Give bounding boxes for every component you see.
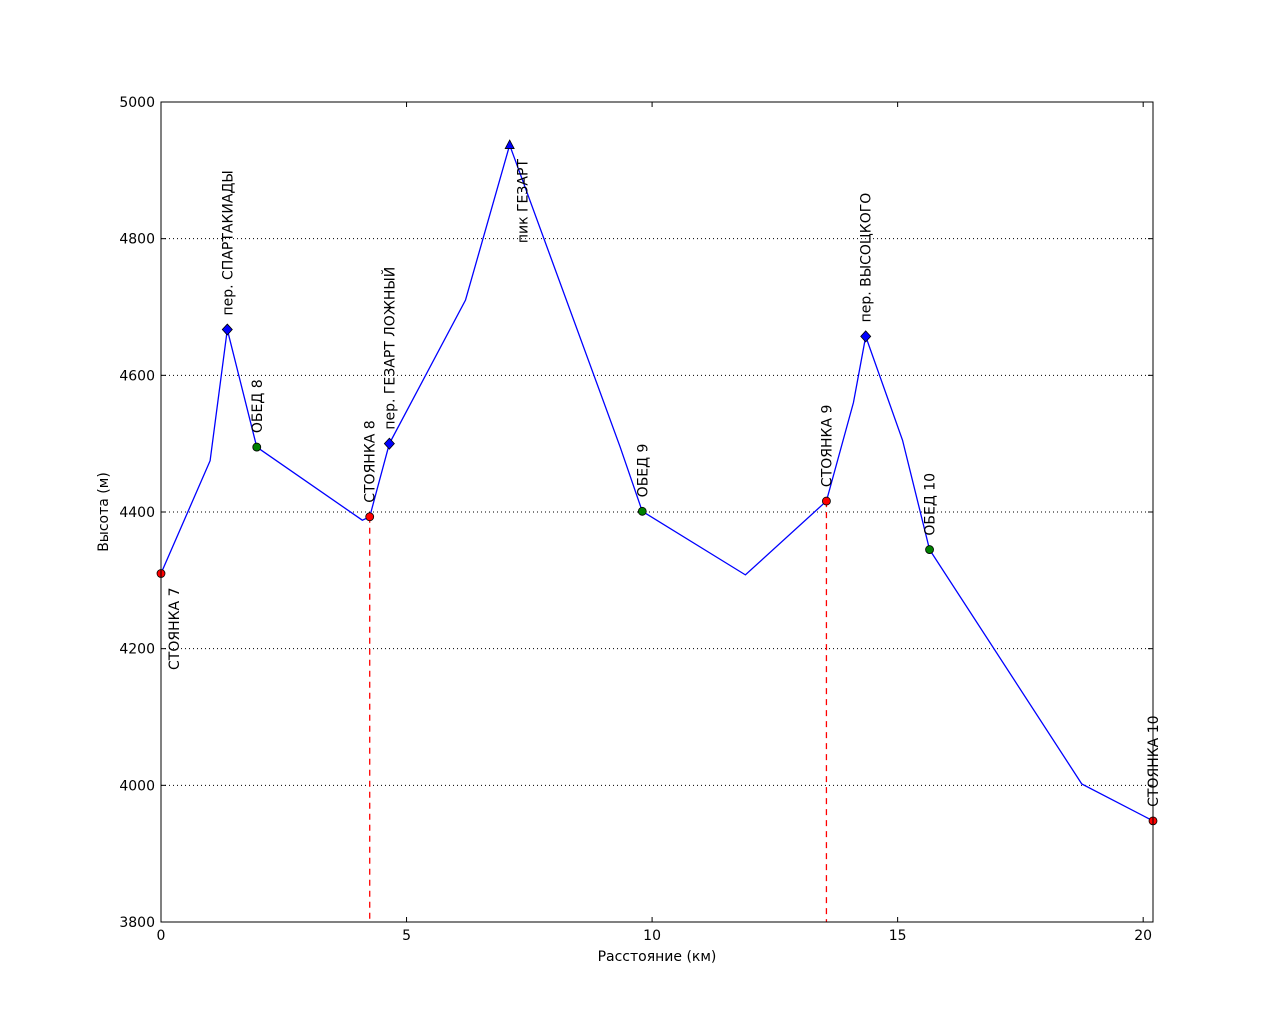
point-markers xyxy=(156,139,1158,826)
y-axis-ticks: 3800 4000 4200 4400 4600 4800 5000 xyxy=(119,95,1153,931)
day-dividers xyxy=(369,501,828,922)
point-label: пик ГЕЗАРТ xyxy=(516,159,532,244)
y-tick-label: 4200 xyxy=(119,642,155,658)
y-tick-label: 3800 xyxy=(119,915,155,931)
point-label: пер. ВЫСОЦКОГО xyxy=(859,193,875,323)
point-label: СТОЯНКА 10 xyxy=(1146,715,1162,806)
point-label: пер. ГЕЗАРТ ЛОЖНЫЙ xyxy=(380,267,398,430)
peak-marker xyxy=(504,139,515,149)
y-axis-label: Высота (м) xyxy=(96,472,112,552)
y-tick-label: 4800 xyxy=(119,232,155,248)
lunch-marker xyxy=(252,442,262,452)
x-axis-ticks: 0 5 10 15 20 xyxy=(157,102,1152,944)
x-tick-label: 15 xyxy=(889,928,907,944)
y-tick-label: 4400 xyxy=(119,505,155,521)
x-tick-label: 5 xyxy=(402,928,411,944)
grid-lines xyxy=(161,238,1153,786)
x-tick-label: 20 xyxy=(1134,928,1152,944)
y-tick-label: 4000 xyxy=(119,778,155,794)
pass-marker xyxy=(383,437,395,450)
x-tick-label: 0 xyxy=(157,928,166,944)
camp-marker xyxy=(822,496,831,506)
lunch-marker xyxy=(637,506,647,516)
x-axis-label: Расстояние (км) xyxy=(598,949,717,965)
pass-marker xyxy=(860,330,872,343)
point-label: СТОЯНКА 9 xyxy=(819,405,835,487)
point-label: СТОЯНКА 7 xyxy=(167,588,183,670)
x-tick-label: 10 xyxy=(643,928,661,944)
camp-marker xyxy=(365,512,375,522)
point-label: ОБЕД 10 xyxy=(923,473,939,536)
point-labels: СТОЯНКА 7 пер. СПАРТАКИАДЫ ОБЕД 8 СТОЯНКА 8… xyxy=(167,159,1162,807)
lunch-marker xyxy=(925,545,934,554)
point-label: ОБЕД 8 xyxy=(250,379,266,433)
y-tick-label: 4600 xyxy=(119,368,155,384)
y-tick-label: 5000 xyxy=(119,95,155,111)
point-label: пер. СПАРТАКИАДЫ xyxy=(220,170,236,315)
pass-marker xyxy=(221,323,233,336)
point-label: ОБЕД 9 xyxy=(635,444,651,498)
point-label: СТОЯНКА 8 xyxy=(363,420,379,502)
